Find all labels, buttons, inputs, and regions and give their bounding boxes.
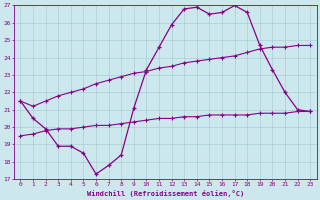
X-axis label: Windchill (Refroidissement éolien,°C): Windchill (Refroidissement éolien,°C) — [87, 190, 244, 197]
